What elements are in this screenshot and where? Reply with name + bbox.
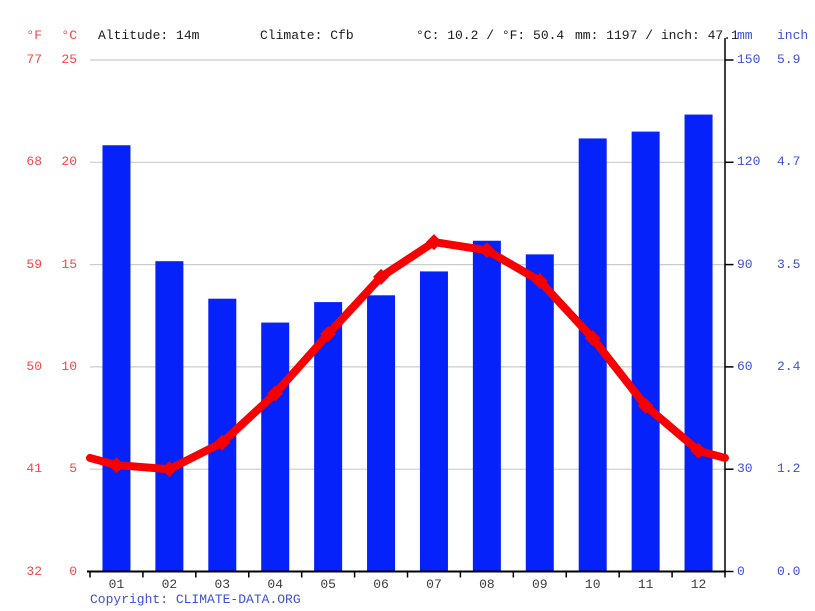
inch-axis-header: inch xyxy=(777,28,809,43)
mm-tick-label: 0 xyxy=(737,563,745,579)
month-label: 05 xyxy=(320,577,336,592)
inch-tick-label: 0.0 xyxy=(777,563,801,579)
precip-bar xyxy=(472,240,501,572)
mm-tick-label: 90 xyxy=(737,256,753,272)
fahrenheit-tick-label: 77 xyxy=(26,52,42,67)
precip-bar xyxy=(684,114,713,572)
month-label: 02 xyxy=(161,577,178,592)
celsius-tick-label: 0 xyxy=(69,563,77,579)
climate-label: Climate: Cfb xyxy=(260,28,354,43)
temp-point xyxy=(320,326,337,343)
fahrenheit-tick-label: 68 xyxy=(26,154,42,170)
celsius-tick-label: 15 xyxy=(61,256,77,272)
month-label: 04 xyxy=(267,577,283,592)
month-label: 06 xyxy=(373,577,389,592)
fahrenheit-axis-header: °F xyxy=(26,28,42,43)
mm-tick-label: 150 xyxy=(737,52,761,67)
temp-point xyxy=(637,397,654,414)
temp-point xyxy=(108,457,125,474)
copyright-text: Copyright: CLIMATE-DATA.ORG xyxy=(90,592,301,607)
temp-point xyxy=(373,268,390,285)
fahrenheit-tick-label: 59 xyxy=(26,256,42,272)
month-label: 07 xyxy=(426,577,442,592)
avg-temperature-label: °C: 10.2 / °F: 50.4 xyxy=(416,28,565,43)
precip-bar xyxy=(631,131,660,572)
month-label: 09 xyxy=(531,577,548,592)
temp-point xyxy=(690,442,707,459)
precipitation-total-label: mm: 1197 / inch: 47.1 xyxy=(575,28,739,43)
inch-tick-label: 2.4 xyxy=(777,358,801,374)
mm-tick-label: 30 xyxy=(737,461,753,477)
fahrenheit-tick-label: 32 xyxy=(26,563,42,579)
precip-bar xyxy=(419,271,448,572)
precip-bar xyxy=(367,295,396,572)
month-label: 11 xyxy=(637,577,654,592)
temp-point xyxy=(267,385,284,402)
celsius-tick-label: 25 xyxy=(61,52,77,67)
inch-tick-label: 4.7 xyxy=(777,154,801,170)
temp-point xyxy=(584,330,601,347)
precip-bar xyxy=(525,254,554,572)
altitude-label: Altitude: 14m xyxy=(98,28,200,43)
inch-tick-label: 5.9 xyxy=(777,52,801,67)
temp-point xyxy=(214,434,231,451)
celsius-axis-header: °C xyxy=(61,28,77,43)
temp-line xyxy=(86,238,729,474)
temp-point xyxy=(531,272,548,289)
month-label: 12 xyxy=(690,577,707,592)
copyright-prefix: Copyright: xyxy=(90,592,176,607)
celsius-tick-label: 5 xyxy=(69,461,77,477)
celsius-tick-label: 10 xyxy=(61,358,77,374)
inch-tick-label: 3.5 xyxy=(777,256,801,272)
celsius-tick-label: 20 xyxy=(61,154,77,170)
temp-point xyxy=(478,242,495,259)
fahrenheit-tick-label: 41 xyxy=(26,461,42,477)
month-label: 01 xyxy=(108,577,125,592)
precip-bar xyxy=(102,145,131,572)
precip-bar xyxy=(155,261,184,572)
temp-point xyxy=(425,234,442,251)
temp-point xyxy=(161,461,178,478)
mm-tick-label: 120 xyxy=(737,154,761,170)
precip-bar xyxy=(261,322,290,572)
month-label: 03 xyxy=(214,577,231,592)
month-label: 08 xyxy=(479,577,495,592)
mm-tick-label: 60 xyxy=(737,358,753,374)
mm-axis-header: mm xyxy=(737,28,753,43)
copyright-link[interactable]: CLIMATE-DATA.ORG xyxy=(175,592,301,607)
inch-tick-label: 1.2 xyxy=(777,461,801,477)
month-label: 10 xyxy=(584,577,601,592)
fahrenheit-tick-label: 50 xyxy=(26,358,42,374)
